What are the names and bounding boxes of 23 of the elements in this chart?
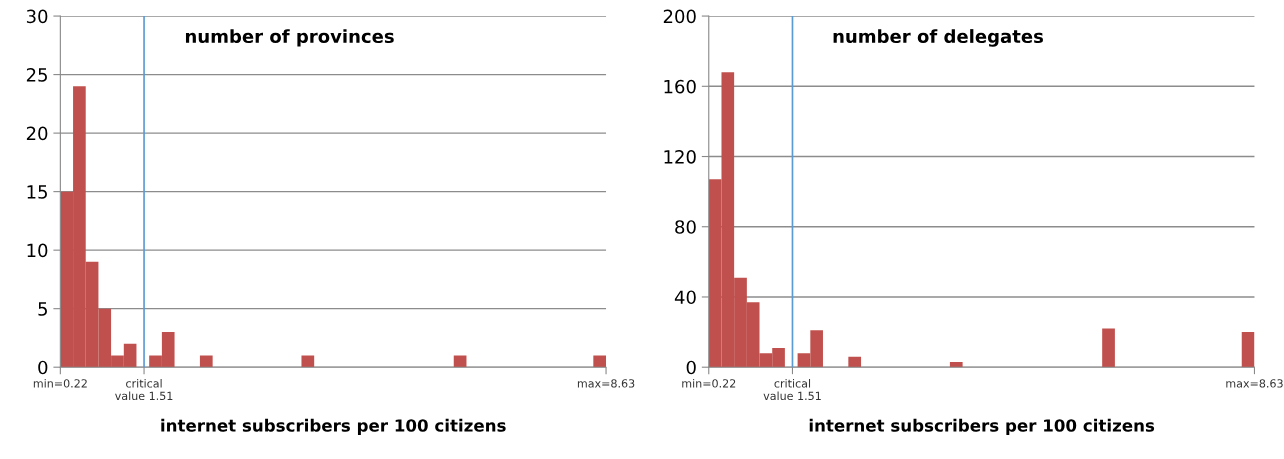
text: number of delegates (833, 29, 1043, 47)
y-tick-label: 5 (38, 302, 47, 316)
y-tick-label: 120 (664, 149, 696, 164)
y-tick-label: 25 (26, 68, 47, 82)
text: number of provinces (185, 29, 394, 47)
y-tick-label: 160 (664, 79, 696, 94)
y-tick-label: 10 (27, 243, 48, 258)
x-tick-label: max=8.63 (577, 379, 635, 388)
x-tick-label: critical value 1.51 (115, 379, 173, 401)
y-tick-label: 200 (663, 9, 696, 24)
y-tick-label: 40 (674, 290, 696, 305)
y-tick-label: 15 (27, 185, 47, 199)
x-axis-title: internet subscribers per 100 citizens (161, 418, 506, 435)
x-tick-label: min=0.22 (682, 379, 736, 388)
x-tick-label: critical value 1.51 (763, 379, 821, 401)
y-tick-label: 80 (675, 220, 696, 234)
y-tick-label: 0 (38, 360, 48, 375)
x-tick-label: min=0.22 (33, 379, 87, 388)
y-tick-label: 20 (26, 126, 48, 141)
y-tick-label: 0 (686, 360, 696, 375)
y-tick-label: 30 (26, 9, 48, 24)
x-tick-label: max=8.63 (1226, 379, 1283, 388)
x-axis-title: internet subscribers per 100 citizens (809, 418, 1155, 435)
